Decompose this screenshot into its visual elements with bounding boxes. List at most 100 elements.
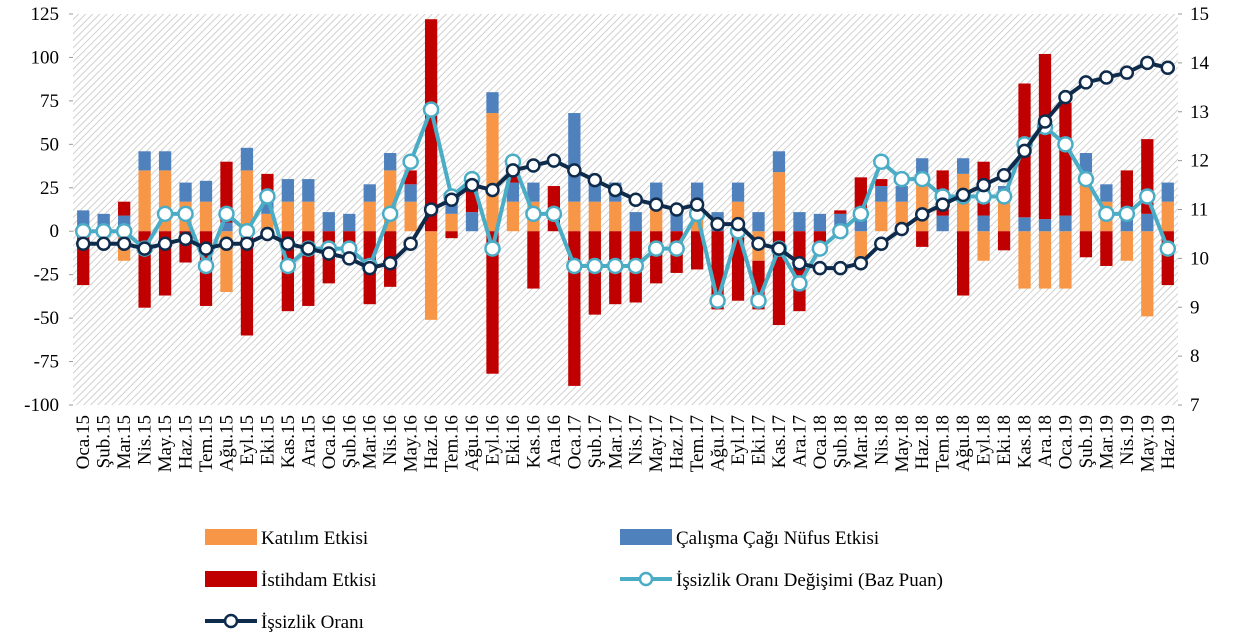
marker (156, 205, 174, 223)
marker (894, 221, 909, 237)
marker (586, 257, 604, 275)
bar (363, 184, 376, 202)
bar (281, 179, 294, 202)
marker (1160, 60, 1176, 76)
marker (852, 205, 870, 223)
marker (627, 257, 644, 275)
marker (546, 153, 562, 168)
y2-tick-label: 11 (1190, 200, 1208, 221)
marker (178, 231, 193, 247)
bar (588, 182, 601, 202)
x-tick-label: May.16 (401, 415, 422, 472)
marker (260, 226, 275, 242)
bar (875, 186, 888, 202)
marker (771, 241, 787, 256)
marker (1099, 70, 1114, 85)
y-tick-label: 75 (40, 91, 59, 112)
x-tick-label: Mar.18 (851, 415, 872, 469)
marker (115, 222, 133, 240)
bar (650, 182, 663, 202)
marker (505, 163, 521, 178)
x-tick-label: Mar.19 (1096, 415, 1117, 469)
marker (914, 207, 930, 222)
marker (1078, 75, 1094, 90)
bar (916, 158, 929, 174)
bar (752, 212, 765, 232)
marker (1017, 143, 1032, 159)
marker (1118, 205, 1136, 223)
y-tick-label: 50 (40, 134, 59, 155)
marker (730, 216, 746, 232)
marker (321, 246, 337, 261)
x-tick-label: Mar.16 (360, 415, 381, 469)
x-tick-label: Kas.16 (523, 415, 544, 468)
marker (648, 197, 664, 212)
legend-label: Çalışma Çağı Nüfus Etkisi (676, 528, 879, 549)
x-tick-label: May.19 (1137, 415, 1158, 472)
bar (1059, 102, 1072, 216)
marker (628, 192, 643, 207)
bar (404, 201, 417, 232)
x-tick-label: Haz.19 (1158, 415, 1179, 469)
marker (710, 216, 725, 232)
x-tick-label: Ara.16 (544, 415, 565, 467)
bar (240, 231, 254, 336)
bar (404, 184, 417, 202)
bar (322, 212, 335, 232)
x-tick-label: May.18 (892, 415, 913, 472)
legend-swatch (620, 529, 672, 545)
marker (893, 170, 910, 188)
bar (506, 182, 520, 202)
bar (568, 113, 581, 202)
x-tick-label: Tem.15 (196, 415, 217, 472)
bar (957, 231, 970, 296)
bar (138, 170, 151, 232)
bar (1038, 53, 1052, 220)
x-tick-label: Ağu.17 (708, 415, 729, 471)
bar (629, 212, 642, 232)
x-tick-label: Oca.17 (564, 415, 585, 469)
bar (1161, 182, 1174, 202)
marker (955, 187, 971, 203)
x-tick-label: May.15 (155, 415, 176, 472)
x-tick-label: Eki.16 (503, 415, 524, 465)
bar (588, 201, 601, 232)
x-tick-label: Haz.18 (912, 415, 933, 469)
marker (996, 168, 1012, 183)
bar (486, 231, 499, 374)
bar (690, 231, 704, 270)
marker (422, 101, 440, 118)
x-tick-label: Şub.16 (339, 415, 360, 468)
x-tick-label: Eki.15 (257, 415, 278, 465)
x-tick-label: Nis.18 (871, 415, 892, 465)
y2-tick-label: 9 (1190, 297, 1200, 318)
x-tick-label: Nis.19 (1117, 415, 1138, 465)
bar (486, 113, 499, 232)
x-tick-label: Oca.18 (810, 415, 831, 469)
x-tick-label: Eyl.18 (974, 415, 995, 465)
x-tick-label: Oca.16 (319, 415, 340, 469)
bar (1059, 231, 1072, 289)
marker (874, 236, 889, 251)
x-tick-label: Mar.17 (605, 415, 626, 469)
x-tick-label: Haz.15 (176, 415, 197, 469)
marker (1098, 205, 1115, 223)
x-tick-label: Oca.15 (73, 415, 94, 469)
legend-label: İşsizlik Oranı Değişimi (Baz Puan) (676, 570, 943, 591)
bar (813, 213, 827, 232)
x-tick-label: Kas.17 (769, 415, 790, 468)
bar (281, 201, 294, 232)
marker (403, 236, 418, 251)
y2-tick-label: 8 (1190, 346, 1200, 367)
bar (916, 231, 929, 247)
marker (832, 222, 849, 240)
bar (465, 212, 479, 232)
marker (342, 251, 357, 266)
y-tick-label: 125 (31, 4, 60, 25)
marker (1119, 65, 1135, 80)
bar (977, 231, 990, 261)
y-tick-label: -50 (34, 308, 59, 329)
bar (1038, 219, 1052, 232)
bar (343, 213, 356, 232)
